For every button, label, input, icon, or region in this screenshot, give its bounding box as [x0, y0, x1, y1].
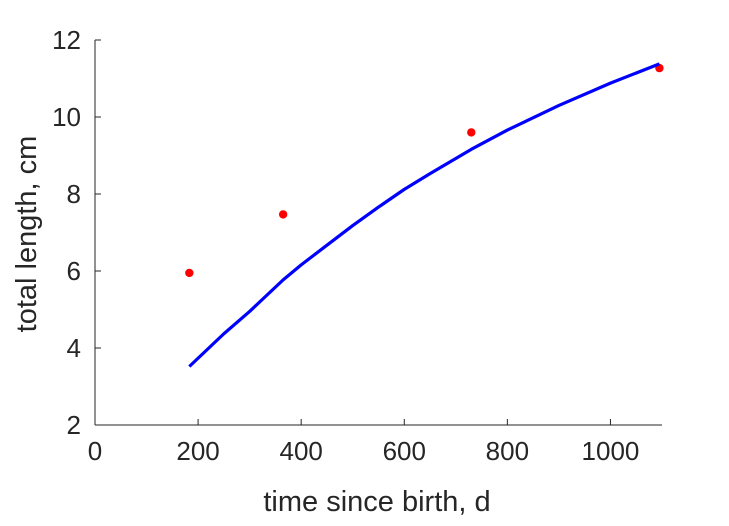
y-tick-label: 12 [52, 25, 81, 55]
y-axis-label: total length, cm [11, 136, 43, 333]
y-tick-label: 6 [67, 256, 81, 286]
axes: 0 200 400 600 800 1000 2 4 6 8 10 12 [52, 25, 662, 466]
data-point [467, 128, 476, 137]
y-tick-label: 4 [67, 333, 81, 363]
plot-area [185, 62, 664, 368]
x-tick-label: 200 [176, 436, 219, 466]
data-point [185, 268, 194, 278]
x-tick-label: 1000 [582, 436, 640, 466]
x-tick-label: 600 [383, 436, 426, 466]
x-tick-label: 400 [279, 436, 322, 466]
x-axis-label: time since birth, d [263, 486, 490, 518]
y-tick-label: 2 [67, 410, 81, 440]
x-tick-label: 800 [486, 436, 529, 466]
fit-curve-line [188, 62, 661, 368]
y-tick-label: 8 [67, 179, 81, 209]
data-point [278, 210, 288, 219]
x-tick-label: 0 [88, 436, 102, 466]
y-tick-label: 10 [52, 102, 81, 132]
